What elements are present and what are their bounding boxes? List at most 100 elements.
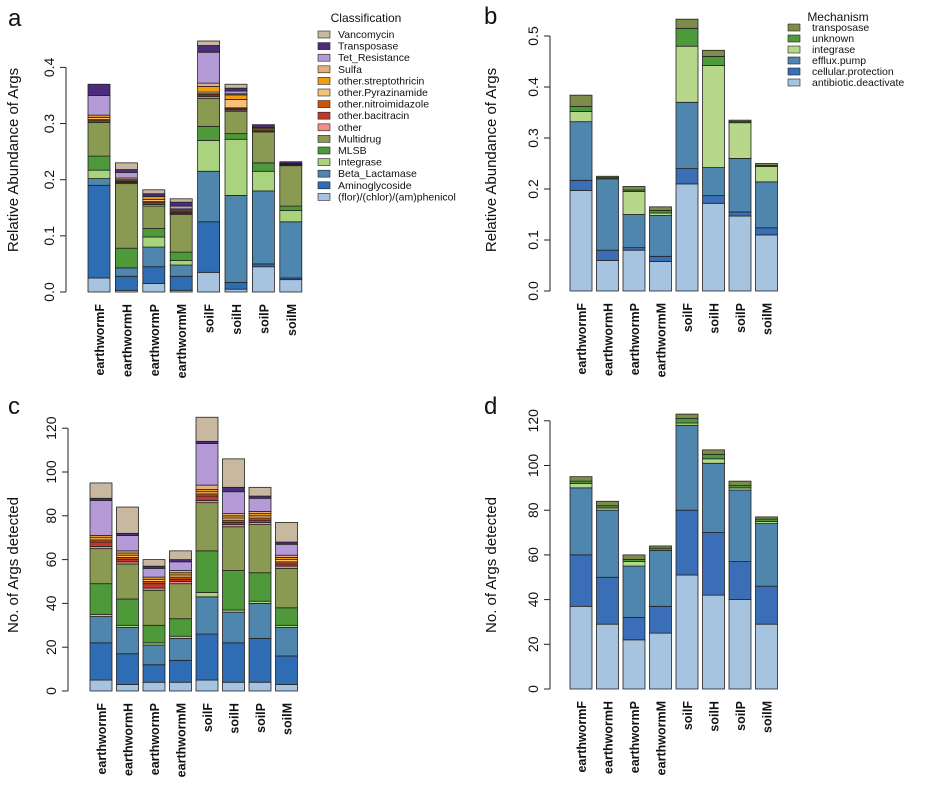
- bar-segment-d-soilF-unknown: [675, 418, 699, 424]
- bar-segment-c-earthwormH-aminoglycoside: [116, 653, 139, 685]
- category-label-d-earthwormM: earthwormM: [655, 701, 669, 775]
- bar-segment-a-soilH-other-pyrazinamide: [224, 99, 248, 109]
- bar-segment-c-soilF--flor-chlor-am-phenicol: [195, 679, 219, 692]
- legend-swatch-a: [317, 77, 331, 85]
- bar-segment-c-earthwormF-beta-lactamase: [89, 616, 113, 644]
- bar-segment-d-earthwormP-antibiotic-deactivate: [622, 639, 646, 690]
- y-tick-label-b: 0.0: [525, 281, 541, 301]
- category-label-a-soilF: soilF: [203, 304, 217, 334]
- legend-label-a: Sulfa: [338, 64, 362, 76]
- category-label-b-soilH: soilH: [708, 303, 722, 334]
- category-label-a-earthwormP: earthwormP: [148, 304, 162, 376]
- bar-segment-d-soilM-antibiotic-deactivate: [755, 623, 778, 690]
- bar-segment-c-earthwormP-aminoglycoside: [142, 664, 166, 683]
- legend-swatch-a: [317, 88, 331, 97]
- bar-segment-b-soilM-antibiotic-deactivate: [755, 234, 778, 292]
- bar-segment-a-soilP-transposase: [251, 124, 275, 128]
- legend-label-a: Vancomycin: [338, 29, 395, 41]
- bar-segment-a-soilF-multidrug: [197, 97, 221, 127]
- bar-segment-a-earthwormH-transposase: [115, 169, 138, 173]
- bar-segment-d-soilH-cellular-protection: [702, 532, 725, 596]
- bar-segment-a-soilP-aminoglycoside: [251, 263, 275, 268]
- bar-segment-c-soilF-vancomycin: [195, 416, 219, 442]
- bar-segment-a-earthwormP-multidrug: [142, 205, 166, 229]
- bar-segment-b-earthwormF-efflux-pump: [569, 121, 593, 181]
- bar-segment-a-earthwormP-transposase: [142, 193, 166, 197]
- bar-segment-b-soilF-cellular-protection: [675, 168, 699, 185]
- bar-segment-a-soilF-other-streptothricin: [197, 86, 221, 93]
- legend-label-a: Beta_Lactamase: [338, 168, 417, 180]
- bar-segment-c-soilP-multidrug: [248, 524, 272, 574]
- bar-segment-d-soilM-cellular-protection: [755, 585, 778, 625]
- bar-segment-c-soilF-sulfa: [195, 484, 219, 490]
- legend-swatch-a: [317, 111, 331, 120]
- bar-segment-c-soilM--flor-chlor-am-phenicol: [275, 684, 298, 692]
- bar-segment-b-soilP-integrase: [728, 122, 752, 159]
- bar-segment-b-earthwormM-efflux-pump: [649, 215, 672, 257]
- bar-segment-a-earthwormP-integrase: [142, 236, 166, 248]
- bar-segment-a-soilP-mlsb: [251, 162, 275, 172]
- y-tick-label-d: 60: [525, 547, 541, 563]
- bar-segment-c-soilM-tet-resistance: [275, 543, 298, 556]
- category-label-d-soilH: soilH: [708, 701, 722, 732]
- category-label-b-earthwormP: earthwormP: [628, 303, 642, 375]
- bar-segment-a-soilM-integrase: [279, 210, 303, 223]
- bar-segment-c-soilH--flor-chlor-am-phenicol: [222, 681, 245, 692]
- legend-label-a: Integrase: [338, 157, 382, 169]
- bar-segment-c-earthwormH-mlsb: [116, 598, 139, 626]
- y-tick-label-c: 80: [43, 508, 59, 524]
- bar-segment-b-earthwormF-cellular-protection: [569, 179, 593, 191]
- bar-segment-a-earthwormH-multidrug: [115, 183, 138, 249]
- legend-label-b: integrase: [812, 44, 855, 56]
- bar-segment-a-earthwormH-tet-resistance: [115, 172, 138, 179]
- bar-segment-b-earthwormF-integrase: [569, 111, 593, 123]
- bar-segment-a-soilH-multidrug: [224, 110, 248, 135]
- category-label-c-earthwormF: earthwormF: [95, 703, 109, 775]
- bar-segment-a-earthwormP-beta-lactamase: [142, 246, 166, 268]
- bar-segment-a-earthwormM-beta-lactamase: [169, 264, 193, 277]
- bar-segment-a-soilF-mlsb: [197, 125, 221, 141]
- bar-segment-c-earthwormM--flor-chlor-am-phenicol: [169, 681, 192, 692]
- category-label-c-soilF: soilF: [201, 703, 215, 733]
- bar-segment-d-earthwormM-transposase: [649, 545, 672, 549]
- bar-segment-c-earthwormF-mlsb: [89, 583, 113, 615]
- bar-segment-c-earthwormF-other-bacitracin: [89, 541, 113, 547]
- legend-label-b: unknown: [812, 33, 854, 45]
- legend-swatch-a: [317, 169, 331, 178]
- bar-segment-b-soilP-cellular-protection: [728, 211, 752, 217]
- bar-segment-c-soilF-mlsb: [195, 550, 219, 593]
- bar-segment-c-earthwormP-vancomycin: [142, 559, 166, 567]
- panel-b-chart: 0.0 0.1 0.2 0.3 0.4 0.5 Relative Abundance of …: [483, 10, 904, 377]
- bar-segment-c-soilP-mlsb: [248, 572, 272, 602]
- bar-segment-c-soilF-multidrug: [195, 502, 219, 552]
- bar-segment-c-earthwormH-beta-lactamase: [116, 627, 139, 655]
- bar-segment-a-soilP-integrase: [251, 170, 275, 192]
- y-tick-label-b: 0.3: [525, 128, 541, 148]
- bar-segment-c-soilP-vancomycin: [248, 486, 272, 497]
- bar-segment-d-soilP-cellular-protection: [728, 561, 752, 600]
- bar-segment-d-earthwormF-efflux-pump: [569, 487, 593, 556]
- bar-segment-a-earthwormF-tet-resistance: [87, 95, 111, 116]
- bar-segment-c-earthwormP-tet-resistance: [142, 567, 166, 578]
- y-tick-label-d: 40: [525, 592, 541, 608]
- bar-segment-a-earthwormF-beta-lactamase: [87, 178, 111, 186]
- legend-swatch-b: [787, 67, 801, 76]
- bar-segment-c-earthwormF-tet-resistance: [89, 500, 113, 536]
- legend-label-b: transposase: [812, 22, 869, 34]
- category-label-d-soilM: soilM: [761, 701, 775, 733]
- bar-segment-c-soilP-beta-lactamase: [248, 603, 272, 639]
- bar-segment-a-earthwormP-aminoglycoside: [142, 266, 166, 284]
- legend-label-a: (flor)/(chlor)/(am)phenicol: [338, 191, 456, 203]
- bar-segment-a-soilH--flor-chlor-am-phenicol: [224, 288, 248, 293]
- category-label-a-earthwormF: earthwormF: [93, 304, 107, 376]
- bar-segment-a-earthwormF-aminoglycoside: [87, 184, 111, 279]
- legend-label-b: antibiotic.deactivate: [812, 77, 904, 89]
- bar-segment-d-soilP-efflux-pump: [728, 489, 752, 563]
- bar-segment-d-soilH-efflux-pump: [702, 462, 725, 533]
- y-tick-label-c: 0: [43, 687, 59, 695]
- bar-segment-c-earthwormM-tet-resistance: [169, 561, 192, 571]
- bar-segment-d-earthwormH-efflux-pump: [596, 509, 619, 578]
- bar-segment-a-soilF-sulfa: [197, 82, 221, 87]
- bar-segment-d-earthwormM-cellular-protection: [649, 605, 672, 634]
